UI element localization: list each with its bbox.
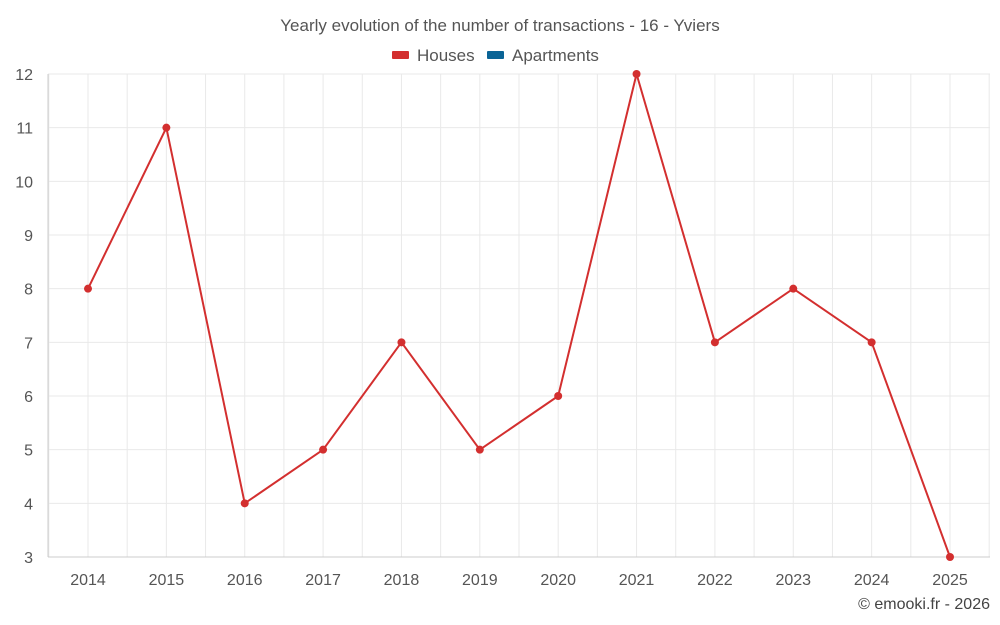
legend: Houses Apartments <box>392 46 599 65</box>
data-point-houses-2022[interactable] <box>710 338 719 347</box>
data-point-houses-2021[interactable] <box>632 70 641 78</box>
data-point-houses-2019[interactable] <box>475 445 484 454</box>
x-axis-labels: 2014 2015 2016 2017 2018 2019 2020 2021 2022 2023… <box>70 572 968 589</box>
x-tick-label: 2022 <box>697 572 733 589</box>
y-tick-label: 11 <box>16 121 33 138</box>
y-tick-label: 8 <box>24 282 33 299</box>
x-tick-label: 2014 <box>70 572 106 589</box>
series <box>84 70 954 561</box>
y-axis-labels: 3 4 5 6 7 8 9 10 11 12 <box>15 67 33 567</box>
y-tick-label: 7 <box>24 335 33 352</box>
data-point-houses-2018[interactable] <box>397 338 406 347</box>
x-tick-label: 2019 <box>462 572 498 589</box>
data-point-houses-2023[interactable] <box>789 284 798 293</box>
data-point-houses-2014[interactable] <box>84 284 92 293</box>
x-tick-label: 2023 <box>775 572 811 589</box>
axes <box>47 74 990 558</box>
y-tick-label: 4 <box>24 496 33 513</box>
legend-item-houses[interactable]: Houses <box>392 46 475 65</box>
legend-label-apartments: Apartments <box>512 46 599 65</box>
chart-title: Yearly evolution of the number of transa… <box>280 16 719 35</box>
y-tick-label: 6 <box>24 389 33 406</box>
data-point-houses-2020[interactable] <box>554 392 563 400</box>
y-tick-label: 10 <box>15 174 33 191</box>
data-point-houses-2024[interactable] <box>867 338 876 347</box>
series-line-houses <box>87 73 951 558</box>
x-tick-label: 2024 <box>854 572 890 589</box>
data-point-houses-2025[interactable] <box>946 553 954 561</box>
x-tick-label: 2018 <box>384 572 420 589</box>
x-tick-label: 2017 <box>305 572 341 589</box>
legend-swatch-houses <box>392 51 409 59</box>
y-tick-label: 9 <box>24 228 33 245</box>
x-tick-label: 2015 <box>149 572 185 589</box>
legend-item-apartments[interactable]: Apartments <box>487 46 599 65</box>
y-tick-label: 12 <box>15 67 33 84</box>
x-tick-label: 2016 <box>227 572 263 589</box>
legend-swatch-apartments <box>487 51 504 59</box>
legend-label-houses: Houses <box>417 46 475 65</box>
data-point-houses-2016[interactable] <box>240 499 249 508</box>
y-tick-label: 5 <box>24 443 33 460</box>
grid <box>48 73 990 557</box>
data-point-houses-2017[interactable] <box>319 445 328 454</box>
credit-text: © emooki.fr - 2026 <box>858 596 990 613</box>
x-tick-label: 2025 <box>932 572 968 589</box>
y-tick-label: 3 <box>24 550 33 567</box>
x-tick-label: 2021 <box>619 572 655 589</box>
data-point-houses-2015[interactable] <box>162 123 171 132</box>
x-tick-label: 2020 <box>540 572 576 589</box>
